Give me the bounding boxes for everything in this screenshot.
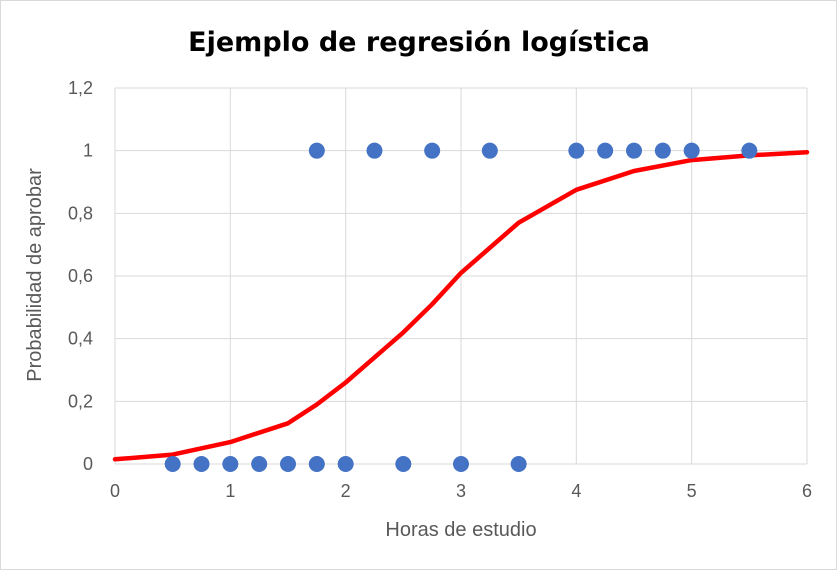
data-point [280, 456, 296, 472]
data-point [626, 142, 642, 159]
data-point [164, 456, 181, 472]
data-point [510, 456, 527, 472]
x-tick-label: 0 [110, 481, 120, 501]
x-tick-label: 1 [225, 481, 235, 501]
x-tick-label: 2 [341, 481, 351, 501]
y-tick-label: 1 [83, 141, 93, 161]
data-point [453, 456, 469, 472]
data-point [568, 142, 585, 159]
x-tick-label: 5 [687, 481, 697, 501]
x-tick-labels: 0 1 2 3 4 5 6 [110, 481, 812, 501]
y-tick-label: 0,2 [68, 391, 93, 411]
chart-title: Ejemplo de regresión logística [188, 27, 650, 58]
data-point [308, 142, 325, 159]
x-tick-label: 6 [802, 481, 812, 501]
points-layer [164, 142, 758, 472]
curve-layer [112, 149, 810, 462]
data-point [251, 456, 268, 472]
data-point [366, 142, 383, 159]
data-point [597, 142, 614, 159]
data-point [424, 142, 441, 159]
data-point [654, 142, 671, 159]
data-point [481, 142, 498, 159]
x-tick-label: 3 [456, 481, 466, 501]
data-point [337, 456, 354, 472]
y-axis-label: Probabilidad de aprobar [24, 168, 46, 382]
data-point [308, 456, 325, 472]
x-tick-label: 4 [571, 481, 581, 501]
data-point [193, 456, 210, 472]
y-tick-label: 1,2 [68, 78, 93, 98]
data-point [683, 142, 700, 159]
y-tick-label: 0 [83, 454, 93, 474]
logistic-curve [112, 149, 810, 462]
data-point [395, 456, 412, 472]
x-axis-label: Horas de estudio [385, 519, 536, 541]
y-tick-label: 0,4 [68, 329, 93, 349]
y-tick-label: 0,8 [68, 203, 93, 223]
data-point [741, 142, 758, 159]
data-point [222, 456, 239, 472]
y-tick-label: 0,6 [68, 266, 93, 286]
y-tick-labels: 0 0,2 0,4 0,6 0,8 1 1,2 [68, 78, 93, 474]
